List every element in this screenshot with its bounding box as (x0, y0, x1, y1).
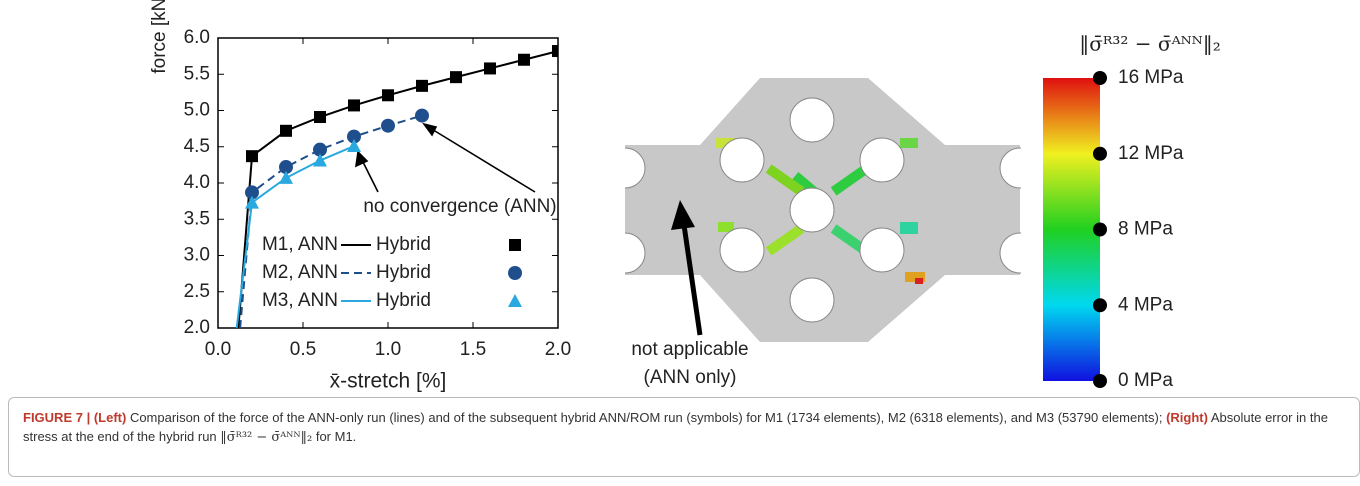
legend-label: M1, ANN (262, 234, 338, 255)
y-tick-label: 6.0 (184, 27, 210, 48)
marker (348, 99, 360, 111)
x-tick-label: 0.0 (205, 339, 231, 360)
colorbar (1043, 78, 1100, 381)
y-tick-label: 4.0 (184, 172, 210, 193)
annotation-arrows (356, 124, 535, 192)
legend-label: M2, ANN (262, 262, 338, 283)
y-tick-label: 4.5 (184, 136, 210, 157)
y-axis-label: force [kN] (149, 0, 170, 74)
annotation: no convergence (ANN) (363, 196, 556, 217)
series-line (238, 51, 558, 328)
y-tick-label: 5.0 (184, 100, 210, 121)
marker (314, 111, 326, 123)
marker (246, 150, 258, 162)
marker (518, 54, 530, 66)
caption-text: for M1. (312, 429, 356, 444)
colorbar-tick (1093, 147, 1107, 161)
caption-label: FIGURE 7 | (23, 410, 94, 425)
marker (279, 171, 293, 184)
marker (508, 266, 522, 280)
y-tick-label: 3.5 (184, 208, 210, 229)
y-tick-label: 5.5 (184, 63, 210, 84)
colorbar-tick-label: 4 MPa (1118, 294, 1173, 315)
legend-label: M3, ANN (262, 290, 338, 311)
colorbar-tick (1093, 374, 1107, 388)
caption: FIGURE 7 | (Left) Comparison of the forc… (8, 397, 1360, 477)
x-tick-label: 2.0 (545, 339, 571, 360)
page: not applicable (ANN only) ‖σ̄ᴿ³² − σ̄ᴬᴺᴺ… (0, 0, 1360, 486)
plate (600, 78, 1046, 342)
marker (552, 45, 564, 57)
marker (484, 62, 496, 74)
legend-label: Hybrid (376, 262, 431, 283)
caption-text: Comparison of the force of the ANN-only … (126, 410, 1166, 425)
x-axis-label: x̄-stretch [%] (330, 370, 447, 393)
y-tick-label: 2.5 (184, 281, 210, 302)
marker (415, 109, 429, 123)
marker (508, 294, 522, 307)
colorbar-tick (1093, 223, 1107, 237)
x-tick-label: 1.5 (460, 339, 486, 360)
marker (245, 196, 259, 209)
colorbar-tick-label: 12 MPa (1118, 143, 1184, 164)
plot-frame (218, 38, 558, 328)
colorbar-title: ‖σ̄ᴿ³² − σ̄ᴬᴺᴺ‖₂ (1079, 32, 1220, 57)
x-tick-label: 1.0 (375, 339, 401, 360)
y-tick-label: 2.0 (184, 317, 210, 338)
marker (509, 239, 521, 251)
colorbar-tick (1093, 298, 1107, 312)
marker (280, 125, 292, 137)
colorbar-tick-label: 0 MPa (1118, 370, 1173, 391)
marker (381, 119, 395, 133)
colorbar-tick (1093, 71, 1107, 85)
annotation: (ANN only) (644, 367, 737, 388)
annotation: not applicable (631, 339, 748, 360)
y-tick-label: 3.0 (184, 245, 210, 266)
caption-tag: (Left) (94, 410, 127, 425)
caption-tag: (Right) (1166, 410, 1208, 425)
caption-formula: ‖σ̄ᴿ³² − σ̄ᴬᴺᴺ‖₂ (220, 430, 312, 445)
plot-area (237, 45, 564, 328)
marker (450, 71, 462, 83)
marker (382, 89, 394, 101)
colorbar-tick-label: 16 MPa (1118, 67, 1184, 88)
legend-label: Hybrid (376, 234, 431, 255)
marker (416, 80, 428, 92)
legend-label: Hybrid (376, 290, 431, 311)
figure: not applicable (ANN only) ‖σ̄ᴿ³² − σ̄ᴬᴺᴺ… (0, 0, 1360, 395)
colorbar-tick-label: 8 MPa (1118, 219, 1173, 240)
marker (313, 154, 327, 167)
x-tick-label: 0.5 (290, 339, 316, 360)
